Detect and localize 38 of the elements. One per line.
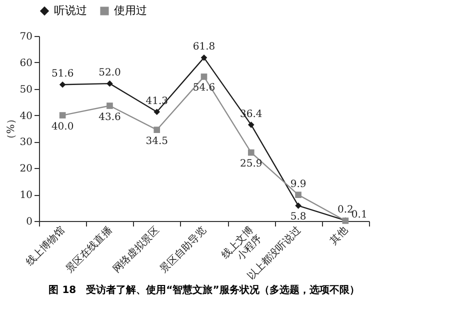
data-label: 25.9 xyxy=(240,158,262,170)
y-tick-label: 40 xyxy=(20,110,32,122)
data-label: 9.9 xyxy=(290,178,306,190)
point xyxy=(154,126,160,133)
text: 图 18 受访者了解、使用“智慧文旅”服务状况（多选题，选项不限） xyxy=(48,284,360,296)
point xyxy=(295,192,302,198)
data-label: 54.6 xyxy=(192,82,216,94)
data-label: 0.1 xyxy=(351,210,368,221)
data-label: 52.0 xyxy=(98,68,121,79)
point xyxy=(59,112,66,118)
data-label: 0.2 xyxy=(337,204,354,216)
x-tick-label: 其他 xyxy=(328,224,350,247)
point xyxy=(59,81,66,88)
y-tick-label: 10 xyxy=(20,190,32,202)
legend-label: 听说过 xyxy=(54,4,87,17)
point xyxy=(154,108,160,116)
y-tick-label: 20 xyxy=(20,164,32,175)
point xyxy=(248,149,254,156)
data-label: 43.6 xyxy=(98,112,121,123)
data-label: 61.8 xyxy=(192,42,216,53)
y-axis-title: （%） xyxy=(6,114,17,144)
point xyxy=(248,122,254,128)
point xyxy=(200,74,208,80)
x-tick-label: 景区自助导览 xyxy=(158,224,209,276)
point xyxy=(295,202,302,209)
legend-label: 使用过 xyxy=(114,4,147,17)
data-label: 5.8 xyxy=(290,212,306,223)
data-label: 51.6 xyxy=(51,68,74,80)
point xyxy=(106,102,113,109)
data-label: 40.0 xyxy=(51,121,74,132)
y-tick-label: 70 xyxy=(20,32,32,42)
point xyxy=(200,54,208,61)
y-tick-label: 60 xyxy=(20,58,32,69)
y-tick-label: 30 xyxy=(20,137,32,148)
y-tick-label: 50 xyxy=(20,84,32,96)
point xyxy=(106,80,113,87)
y-tick-label: 0 xyxy=(26,216,32,228)
data-label: 34.5 xyxy=(146,136,168,147)
